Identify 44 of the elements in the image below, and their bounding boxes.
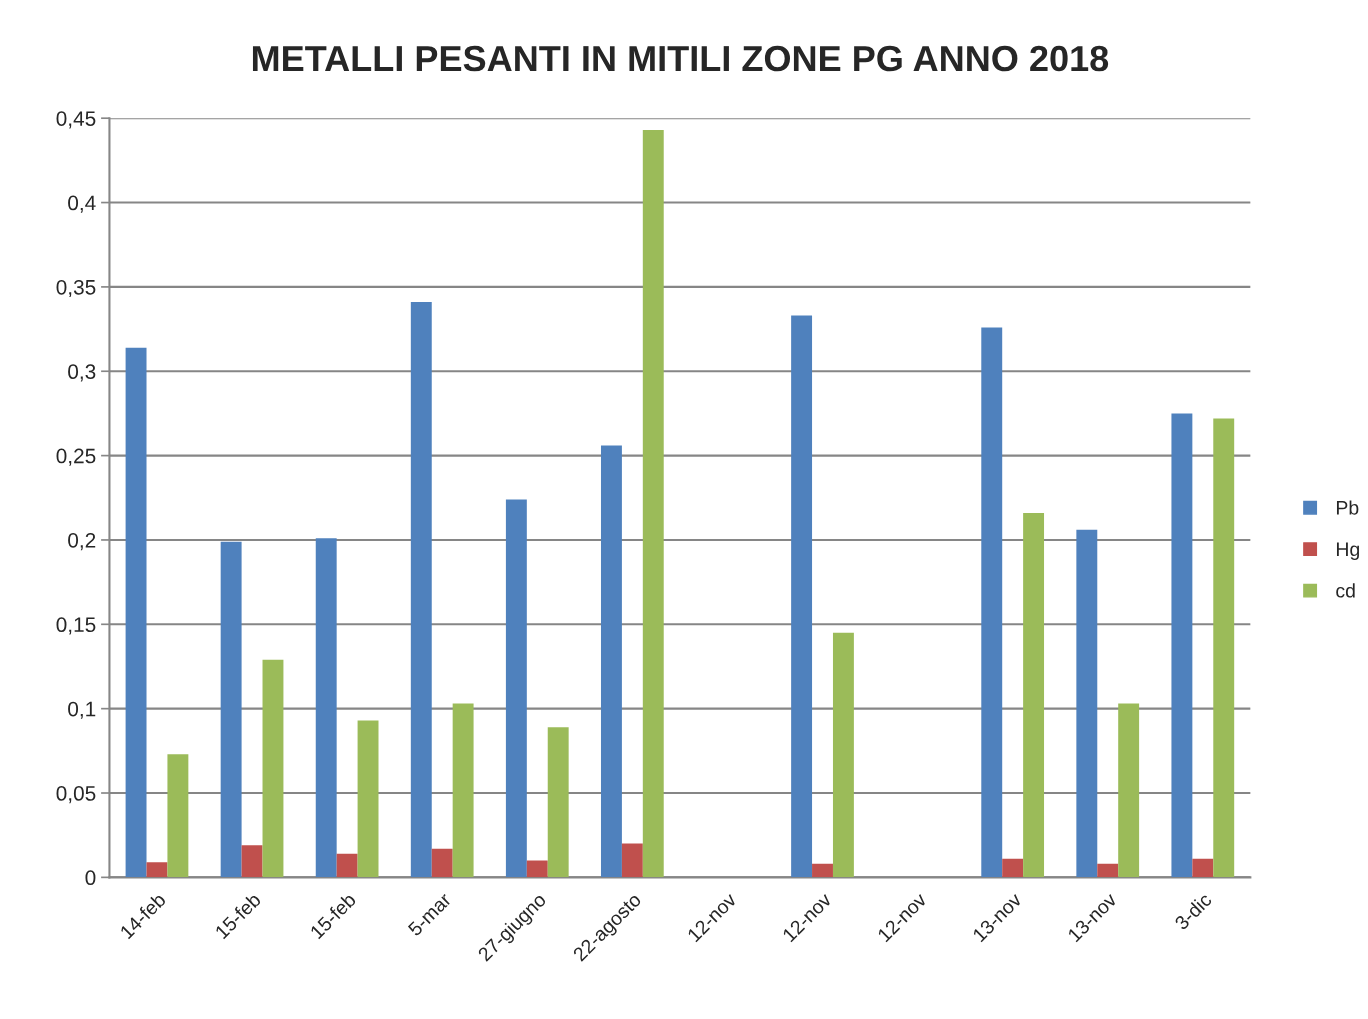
legend-label: cd bbox=[1336, 583, 1355, 598]
bar bbox=[220, 541, 242, 878]
bar bbox=[812, 863, 833, 878]
bar bbox=[547, 727, 569, 878]
bar bbox=[146, 862, 168, 878]
y-tick-label: 0,45 bbox=[56, 111, 96, 129]
bar bbox=[832, 632, 854, 878]
bar bbox=[526, 860, 548, 878]
bar bbox=[1002, 858, 1024, 878]
bar bbox=[336, 853, 358, 878]
bar bbox=[1192, 858, 1214, 878]
bar bbox=[241, 845, 263, 878]
bar bbox=[600, 445, 622, 878]
bar bbox=[315, 538, 337, 878]
bar bbox=[262, 659, 284, 878]
bar bbox=[452, 703, 474, 878]
bar bbox=[981, 327, 1003, 878]
y-tick-label: 0 bbox=[85, 870, 96, 886]
legend-label: Hg bbox=[1336, 542, 1359, 560]
bar bbox=[791, 315, 813, 878]
bar bbox=[1213, 418, 1235, 878]
bar bbox=[1097, 863, 1119, 878]
bar bbox=[1118, 703, 1140, 878]
bar bbox=[1076, 529, 1098, 878]
y-tick-label: 0,05 bbox=[56, 786, 96, 804]
bar bbox=[431, 848, 453, 878]
bar bbox=[642, 130, 664, 878]
y-tick-label: 0,4 bbox=[68, 195, 96, 213]
y-tick-label: 0,15 bbox=[56, 617, 96, 635]
y-tick-label: 0,35 bbox=[56, 279, 96, 298]
bar bbox=[505, 499, 527, 878]
y-tick-label: 0,25 bbox=[56, 448, 96, 466]
chart-title: METALLI PESANTI IN MITILI ZONE PG ANNO 2018 bbox=[252, 45, 1109, 72]
legend-label: Pb bbox=[1336, 500, 1359, 515]
bar bbox=[621, 843, 643, 878]
bar bbox=[167, 754, 189, 878]
bar bbox=[410, 302, 432, 878]
bar bbox=[125, 347, 147, 878]
bar bbox=[1023, 512, 1045, 878]
y-tick-label: 0,2 bbox=[68, 532, 96, 551]
bar bbox=[1171, 413, 1193, 878]
y-tick-label: 0,1 bbox=[68, 701, 96, 719]
bar bbox=[357, 720, 379, 878]
y-tick-label: 0,3 bbox=[68, 364, 96, 382]
